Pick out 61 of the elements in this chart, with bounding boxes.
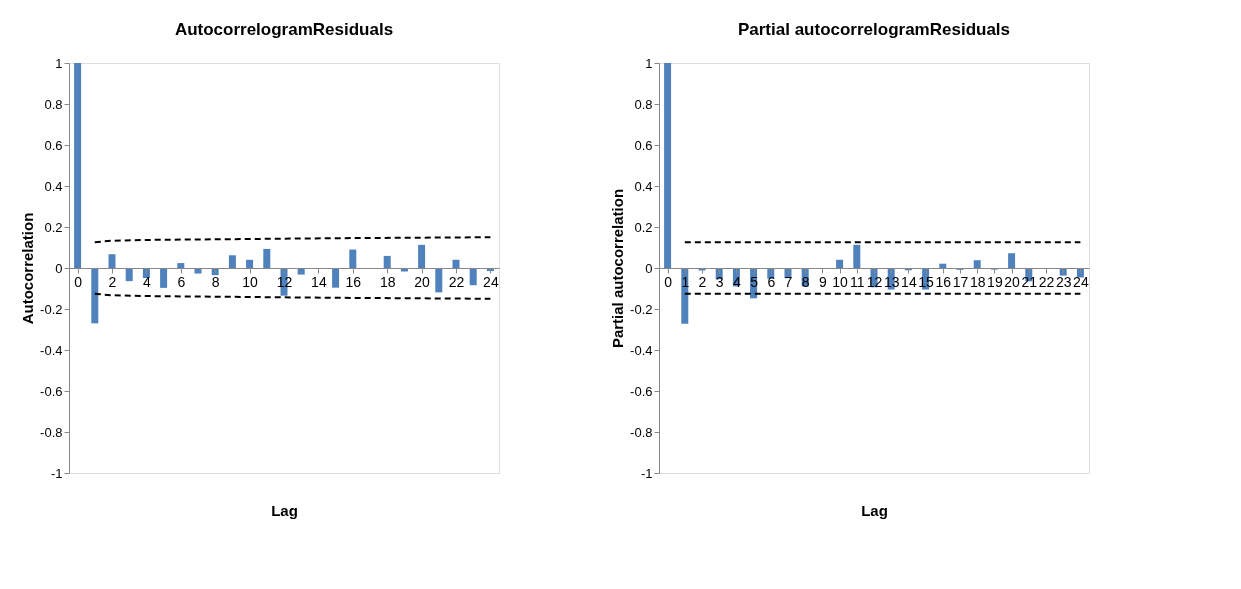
x-tick-label: 12 xyxy=(276,273,293,290)
x-tick-label: 19 xyxy=(987,273,1003,290)
x-tick-label: 14 xyxy=(901,273,917,290)
y-tick-label: 0.4 xyxy=(634,178,653,194)
x-tick-label: 24 xyxy=(1073,273,1089,290)
y-tick-label: 0.8 xyxy=(44,96,63,112)
y-tick-label: 0.2 xyxy=(44,219,63,235)
y-tick-label: 0 xyxy=(645,260,653,276)
x-tick-label: 12 xyxy=(866,273,883,290)
x-tick-label: 10 xyxy=(832,273,849,290)
y-tick-label: -1 xyxy=(50,465,63,481)
x-tick-label: 9 xyxy=(819,273,827,290)
y-tick-label: 1 xyxy=(645,55,653,71)
x-tick-label: 13 xyxy=(883,273,900,290)
x-tick-label: 22 xyxy=(1038,273,1055,290)
x-tick-label: 18 xyxy=(969,273,986,290)
y-axis-title: Partial autocorrelation xyxy=(609,188,627,349)
x-tick-label: 7 xyxy=(784,273,793,290)
x-tick-label: 20 xyxy=(414,273,431,290)
x-tick-label: 11 xyxy=(850,273,865,290)
y-tick-label: -0.2 xyxy=(630,301,653,317)
x-tick-label: 6 xyxy=(767,273,776,290)
y-tick-label: -0.6 xyxy=(630,383,653,399)
chart-title: AutocorrelogramResiduals xyxy=(174,20,394,39)
x-tick-label: 8 xyxy=(801,273,810,290)
y-tick-label: 0.4 xyxy=(44,178,63,194)
x-tick-label: 2 xyxy=(108,273,117,290)
x-tick-label: 10 xyxy=(242,273,259,290)
x-tick-label: 17 xyxy=(952,273,969,290)
y-tick-label: 0.2 xyxy=(634,219,653,235)
x-tick-label: 16 xyxy=(935,273,952,290)
y-tick-label: 0.6 xyxy=(634,137,653,153)
y-tick-label: -0.4 xyxy=(40,342,63,358)
y-tick-label: 0.8 xyxy=(634,96,653,112)
x-axis-title: Lag xyxy=(861,501,888,519)
y-axis-title: Autocorrelation xyxy=(19,212,37,325)
x-axis-title: Lag xyxy=(271,501,298,519)
chart-title: Partial autocorrelogramResiduals xyxy=(737,20,1011,39)
x-tick-label: 20 xyxy=(1004,273,1021,290)
x-tick-label: 6 xyxy=(177,273,186,290)
x-tick-label: 21 xyxy=(1021,273,1038,290)
y-tick-label: 1 xyxy=(55,55,63,71)
x-tick-label: 16 xyxy=(345,273,362,290)
x-tick-label: 24 xyxy=(483,273,499,290)
y-tick-label: -0.8 xyxy=(40,424,63,440)
x-tick-label: 0 xyxy=(664,273,673,290)
y-tick-label: -0.2 xyxy=(40,301,63,317)
y-tick-label: 0 xyxy=(55,260,63,276)
x-tick-label: 4 xyxy=(143,273,151,290)
x-tick-label: 14 xyxy=(311,273,327,290)
y-tick-label: -0.6 xyxy=(40,383,63,399)
x-tick-label: 23 xyxy=(1055,273,1072,290)
x-tick-label: 22 xyxy=(448,273,465,290)
x-tick-label: 2 xyxy=(698,273,707,290)
x-tick-label: 8 xyxy=(211,273,220,290)
x-tick-label: 18 xyxy=(379,273,396,290)
x-tick-label: 0 xyxy=(74,273,83,290)
y-tick-label: -0.4 xyxy=(630,342,653,358)
y-tick-label: -1 xyxy=(640,465,653,481)
y-tick-label: 0.6 xyxy=(44,137,63,153)
y-tick-label: -0.8 xyxy=(630,424,653,440)
